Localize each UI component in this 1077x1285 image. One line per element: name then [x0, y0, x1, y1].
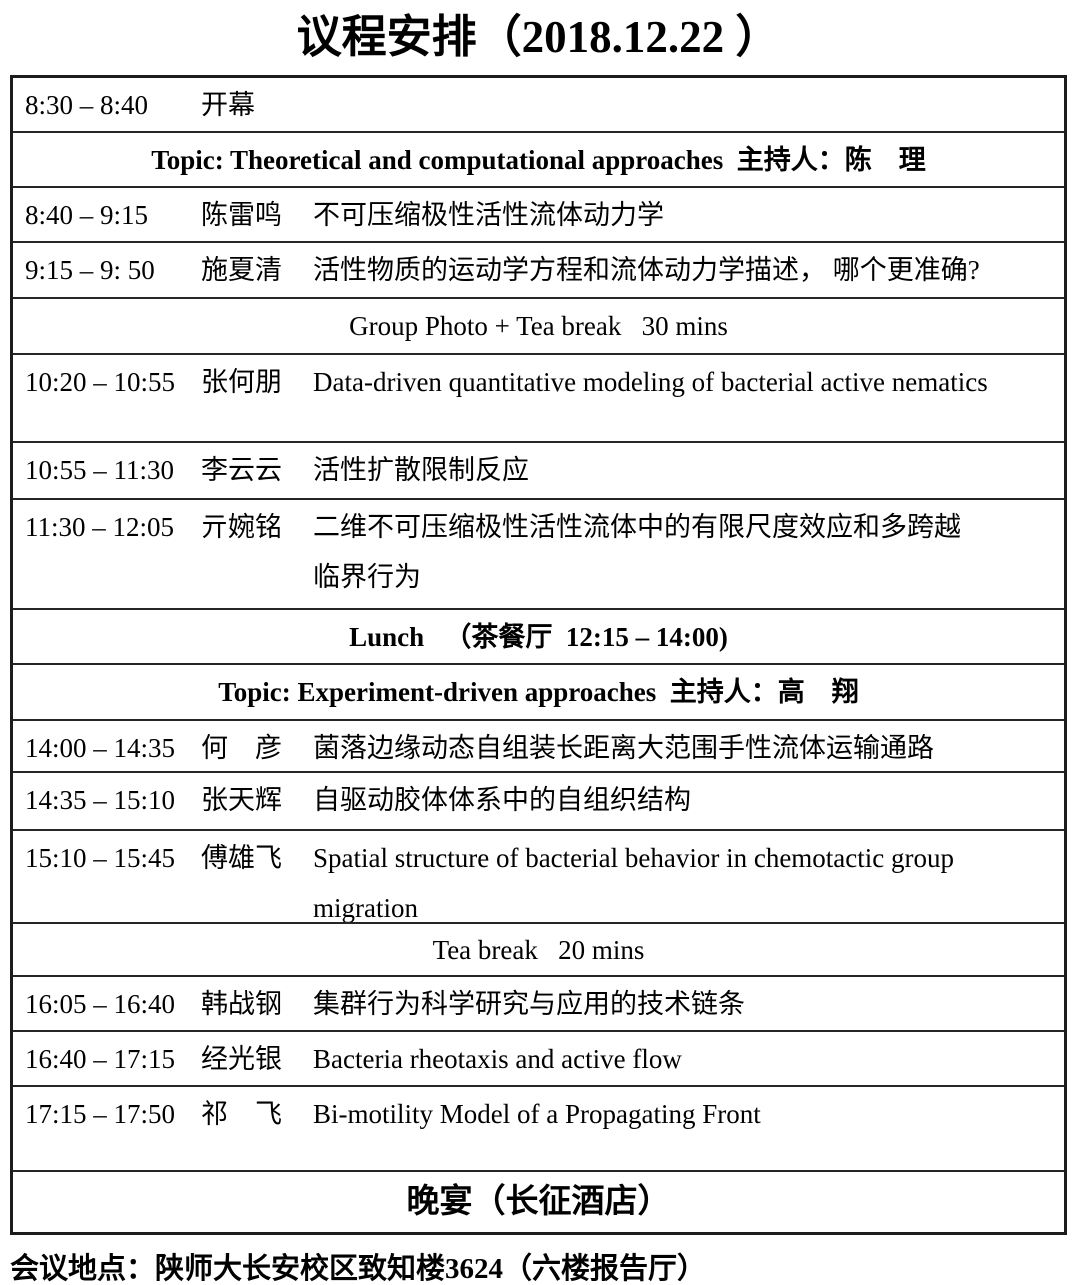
time-cell: 16:05 – 16:40 — [25, 989, 176, 1019]
speaker-cell: 祁 飞 — [201, 1099, 282, 1129]
time-cell: 11:30 – 12:05 — [25, 512, 175, 542]
speaker-cell: 张何朋 — [201, 367, 282, 397]
time-cell: 15:10 – 15:45 — [25, 843, 176, 873]
speaker-cell: 陈雷鸣 — [201, 200, 282, 230]
time-cell: 14:35 – 15:10 — [25, 785, 176, 815]
schedule-row: 14:00 – 14:35 何 彦 菌落边缘动态自组装长距离大范围手性流体运输通… — [13, 721, 1064, 773]
schedule-row-topic: Topic: Theoretical and computational app… — [13, 133, 1064, 188]
speaker-cell: 经光银 — [201, 1044, 282, 1074]
talk-title-cell: 活性扩散限制反应 — [313, 455, 529, 485]
schedule-row: 10:20 – 10:55 张何朋 Data-driven quantitati… — [13, 355, 1064, 443]
page-title: 议程安排（2018.12.22 ） — [296, 12, 781, 62]
talk-title-cell: 集群行为科学研究与应用的技术链条 — [313, 989, 745, 1019]
schedule-row: 15:10 – 15:45 傅雄飞 Spatial structure of b… — [13, 831, 1064, 924]
schedule-row-break: Tea break 20 mins — [13, 924, 1064, 977]
schedule-row: 10:55 – 11:30 李云云 活性扩散限制反应 — [13, 443, 1064, 500]
time-cell: 17:15 – 17:50 — [25, 1099, 176, 1129]
schedule-row: 17:15 – 17:50 祁 飞 Bi-motility Model of a… — [13, 1087, 1064, 1172]
talk-title-cell: Spatial structure of bacterial behavior … — [313, 843, 961, 923]
time-cell: 10:20 – 10:55 — [25, 367, 176, 397]
talk-title-cell: Bi-motility Model of a Propagating Front — [313, 1099, 761, 1129]
schedule-row-dinner: 晚宴（长征酒店） — [13, 1172, 1064, 1232]
speaker-cell: 傅雄飞 — [201, 843, 282, 873]
dinner-label: 晚宴（长征酒店） — [406, 1184, 671, 1220]
talk-title-cell: 菌落边缘动态自组装长距离大范围手性流体运输通路 — [313, 733, 934, 763]
speaker-cell: 亓婉铭 — [201, 512, 282, 542]
schedule-row: 9:15 – 9: 50 施夏清 活性物质的运动学方程和流体动力学描述， 哪个更… — [13, 243, 1064, 299]
speaker-cell: 韩战钢 — [201, 989, 282, 1019]
venue-note: 会议地点：陕师大长安校区致知楼3624（六楼报告厅） — [10, 1253, 707, 1285]
time-cell: 14:00 – 14:35 — [25, 733, 176, 763]
lunch-label: Lunch （茶餐厅 12:15 – 14:00) — [349, 621, 728, 652]
break-label: Tea break 20 mins — [432, 934, 645, 965]
schedule-row: 16:40 – 17:15 经光银 Bacteria rheotaxis and… — [13, 1032, 1064, 1087]
schedule-row: 14:35 – 15:10 张天辉 自驱动胶体体系中的自组织结构 — [13, 773, 1064, 831]
event-label: 开幕 — [201, 90, 255, 120]
time-cell: 16:40 – 17:15 — [25, 1044, 176, 1074]
talk-title-cell: 活性物质的运动学方程和流体动力学描述， 哪个更准确? — [313, 255, 980, 285]
time-cell: 8:30 – 8:40 — [25, 90, 149, 120]
break-label: Group Photo + Tea break 30 mins — [349, 311, 728, 341]
schedule-row: 11:30 – 12:05 亓婉铭 二维不可压缩极性活性流体中的有限尺度效应和多… — [13, 500, 1064, 610]
schedule-row: 16:05 – 16:40 韩战钢 集群行为科学研究与应用的技术链条 — [13, 977, 1064, 1032]
talk-title-cell: Bacteria rheotaxis and active flow — [313, 1044, 682, 1074]
schedule-row: 8:40 – 9:15 陈雷鸣 不可压缩极性活性流体动力学 — [13, 188, 1064, 243]
schedule-row: 8:30 – 8:40 开幕 — [13, 78, 1064, 133]
topic-heading: Topic: Theoretical and computational app… — [151, 144, 926, 175]
talk-title-cell: 不可压缩极性活性流体动力学 — [313, 200, 664, 230]
speaker-cell: 何 彦 — [201, 733, 282, 763]
time-cell: 9:15 – 9: 50 — [25, 255, 155, 285]
talk-title-cell: 二维不可压缩极性活性流体中的有限尺度效应和多跨越临界行为 — [313, 512, 961, 592]
speaker-cell: 李云云 — [201, 455, 282, 485]
schedule-row-lunch: Lunch （茶餐厅 12:15 – 14:00) — [13, 610, 1064, 665]
schedule-row-topic: Topic: Experiment-driven approaches 主持人：… — [13, 665, 1064, 721]
schedule-row-break: Group Photo + Tea break 30 mins — [13, 299, 1064, 355]
time-cell: 8:40 – 9:15 — [25, 200, 149, 230]
talk-title-cell: Data-driven quantitative modeling of bac… — [313, 367, 988, 397]
time-cell: 10:55 – 11:30 — [25, 455, 175, 485]
speaker-cell: 张天辉 — [201, 785, 282, 815]
topic-heading: Topic: Experiment-driven approaches 主持人：… — [218, 677, 859, 707]
speaker-cell: 施夏清 — [201, 255, 282, 285]
agenda-table: 8:30 – 8:40 开幕 Topic: Theoretical and co… — [10, 75, 1067, 1235]
talk-title-cell: 自驱动胶体体系中的自组织结构 — [313, 785, 691, 815]
